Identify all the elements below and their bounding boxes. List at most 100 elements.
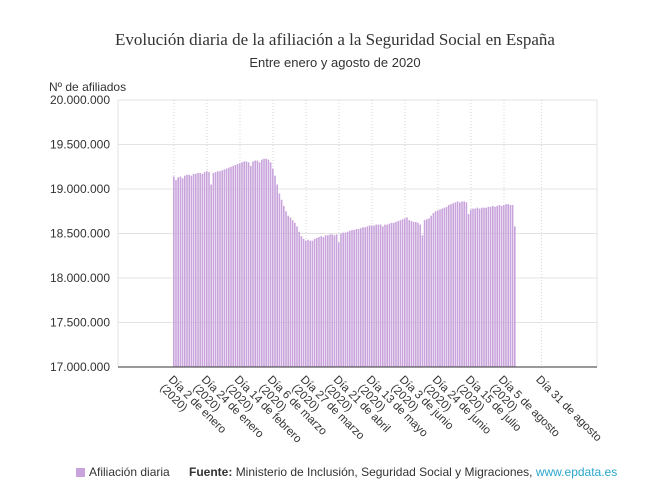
bar [248, 162, 250, 367]
bar [369, 225, 371, 367]
bar [296, 226, 298, 367]
bar [309, 241, 311, 367]
bar [206, 171, 208, 367]
bar [323, 237, 325, 367]
x-ticks: Día 2 de enero(2020) Día 24 de enero(2020… [157, 374, 603, 454]
y-tick-label: 17.000.000 [50, 360, 110, 374]
bar [307, 240, 309, 367]
bar [452, 203, 454, 367]
bar [285, 211, 287, 367]
bar [353, 230, 355, 367]
bar [437, 210, 439, 367]
y-axis-label: Nº de afiliados [49, 80, 126, 94]
bar [457, 201, 459, 367]
legend-label: Afiliación diaria [89, 465, 170, 479]
bar [380, 225, 382, 367]
bar [435, 211, 437, 367]
bar [342, 233, 344, 367]
bar [441, 209, 443, 367]
bar [180, 177, 182, 367]
bar [213, 173, 215, 367]
bar [281, 200, 283, 367]
bar [182, 178, 184, 367]
bar [177, 177, 179, 367]
bar [268, 160, 270, 367]
bar [459, 202, 461, 367]
bar [221, 170, 223, 367]
bar [395, 222, 397, 367]
bar [228, 168, 230, 367]
bar [193, 174, 195, 367]
bar [389, 224, 391, 367]
bar [479, 209, 481, 367]
source-link[interactable]: www.epdata.es [536, 465, 617, 479]
bar [235, 165, 237, 367]
bar [318, 237, 320, 367]
bar [505, 204, 507, 367]
bar [461, 201, 463, 367]
bar [472, 209, 474, 367]
bar [360, 228, 362, 367]
bar [450, 204, 452, 367]
bar [265, 159, 267, 367]
bar [217, 171, 219, 367]
bar [219, 171, 221, 367]
bar [184, 176, 186, 367]
bar [496, 206, 498, 367]
bar [356, 229, 358, 367]
bar [373, 225, 375, 367]
bar [259, 162, 261, 367]
bar [439, 209, 441, 367]
bar [448, 205, 450, 367]
bar [232, 166, 234, 367]
bar [514, 226, 516, 367]
bar [237, 164, 239, 367]
bar [470, 209, 472, 367]
bar [210, 185, 212, 367]
bar [444, 208, 446, 367]
bar [499, 205, 501, 367]
bar [477, 208, 479, 367]
bar [202, 174, 204, 367]
bar [312, 241, 314, 367]
bar [378, 225, 380, 367]
bar [224, 169, 226, 367]
bar [294, 223, 296, 367]
bar [415, 222, 417, 367]
bar [199, 173, 201, 367]
bar [408, 220, 410, 367]
bar [358, 229, 360, 367]
bar [345, 233, 347, 367]
bar [325, 235, 327, 367]
bar [430, 216, 432, 367]
bar [305, 241, 307, 367]
bar [257, 161, 259, 367]
bar [402, 219, 404, 367]
x-tick-label: Día 31 de agosto [533, 374, 603, 444]
legend-swatch [76, 468, 85, 477]
bar [298, 232, 300, 367]
legend: Afiliación diaria [76, 465, 170, 479]
bar [419, 225, 421, 367]
source-text: Ministerio de Inclusión, Seguridad Socia… [236, 465, 533, 479]
bar [463, 201, 465, 367]
bar [417, 223, 419, 367]
bar [386, 225, 388, 367]
bar [197, 173, 199, 367]
bar [204, 172, 206, 367]
y-tick-label: 20.000.000 [50, 93, 110, 107]
bar [263, 159, 265, 367]
bar [334, 235, 336, 367]
bar [327, 235, 329, 367]
bar [303, 239, 305, 367]
bar [290, 217, 292, 367]
bars [173, 159, 516, 367]
bar [488, 207, 490, 367]
bar [503, 205, 505, 367]
bar [250, 166, 252, 367]
bar [455, 202, 457, 367]
bar [483, 208, 485, 367]
bar [252, 161, 254, 367]
y-ticks: 17.000.000 17.500.000 18.000.000 18.500.000… [50, 93, 110, 374]
bar [375, 225, 377, 367]
